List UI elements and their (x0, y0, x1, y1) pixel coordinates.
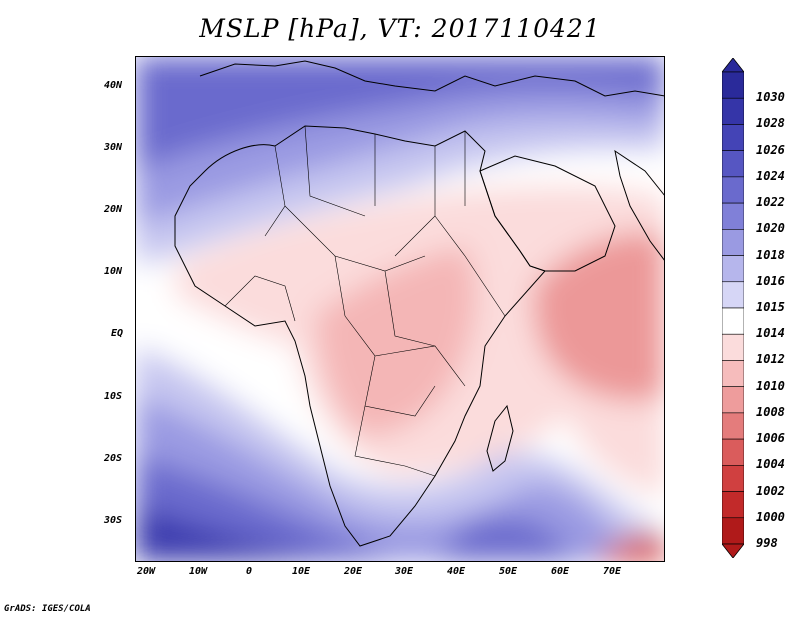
colorbar-cell (722, 229, 744, 256)
colorbar-cell (722, 333, 744, 361)
colorbar-label: 1015 (756, 300, 785, 314)
colorbar-top-arrow (722, 58, 744, 73)
colorbar-label: 1022 (756, 195, 785, 210)
field-band-1004-southeast (595, 533, 665, 562)
lat-label-20n: 20N (104, 204, 123, 215)
colorbar-label: 1020 (756, 221, 785, 236)
lon-label-70e: 70E (602, 566, 622, 577)
colorbar-cell (722, 465, 744, 492)
lon-label-50e: 50E (498, 566, 518, 577)
lon-label-20w: 20W (136, 566, 156, 577)
colorbar-label: 1002 (756, 483, 785, 498)
colorbar-cell (722, 360, 744, 387)
colorbar-label: 1028 (756, 116, 785, 131)
colorbar-label: 1004 (756, 457, 785, 472)
colorbar-cell (722, 386, 744, 414)
lat-label-30n: 30N (104, 142, 123, 153)
lon-label-10w: 10W (188, 566, 208, 577)
lat-label-eq: EQ (111, 328, 124, 339)
lat-label-20s: 20S (104, 453, 123, 464)
lat-label-30s: 30S (104, 515, 123, 526)
colorbar-cell (722, 517, 744, 545)
colorbar-label: 1014 (756, 326, 785, 341)
lon-label-0: 0 (245, 566, 253, 577)
lat-label-10n: 10N (104, 266, 123, 277)
pressure-field (135, 56, 665, 562)
colorbar-label: 1024 (756, 168, 785, 183)
field-band-1010-indian-ocean (533, 232, 665, 401)
colorbar-cell (722, 255, 744, 283)
country-borders (224, 125, 506, 477)
lon-label-10e: 10E (291, 566, 311, 577)
colorbar-cell (722, 491, 744, 519)
lat-label-40n: 40N (104, 80, 123, 91)
colorbar (722, 58, 744, 558)
colorbar-label: 1030 (756, 90, 785, 105)
arabia-coastline (479, 155, 616, 272)
colorbar-label: 998 (756, 536, 778, 550)
europe-coastline (199, 60, 665, 97)
field-band-1010-africa (315, 246, 476, 436)
colorbar-label: 1016 (756, 273, 785, 288)
colorbar-label: 1026 (756, 142, 785, 157)
map-title: MSLP [hPa], VT: 2017110421 (199, 14, 601, 43)
lat-label-10s: 10S (104, 391, 123, 402)
colorbar-cell (722, 412, 744, 440)
colorbar-cell (722, 97, 744, 125)
colorbar-label: 1000 (756, 509, 785, 524)
colorbar-bottom-arrow (722, 543, 744, 558)
colorbar-cell (722, 202, 744, 230)
india-coastline (614, 149, 665, 262)
colorbar-label: 1010 (756, 378, 785, 393)
colorbar-label: 1018 (756, 247, 785, 262)
lon-label-60e: 60E (550, 566, 570, 577)
colorbar-cell (722, 71, 744, 99)
coastlines (174, 60, 665, 547)
credit-text: GrADS: IGES/COLA (4, 604, 91, 614)
colorbar-label: 1008 (756, 404, 785, 419)
madagascar-coastline (486, 404, 514, 472)
lon-label-40e: 40E (446, 566, 466, 577)
field-band-1026-south (135, 506, 325, 562)
colorbar-label: 1012 (756, 352, 785, 367)
colorbar-cell (722, 438, 744, 466)
lon-label-20e: 20E (343, 566, 363, 577)
field-band-1024-southeast (435, 518, 575, 562)
colorbar-cell (722, 281, 744, 309)
lon-label-30e: 30E (394, 566, 414, 577)
colorbar-cell (722, 307, 744, 335)
colorbar-cell (722, 150, 744, 178)
colorbar-label: 1006 (756, 431, 785, 446)
colorbar-cell (722, 124, 744, 151)
map-frame (135, 56, 665, 562)
mslp-map (135, 56, 665, 562)
field-band-1020-north (135, 56, 665, 171)
colorbar-cell (722, 176, 744, 204)
